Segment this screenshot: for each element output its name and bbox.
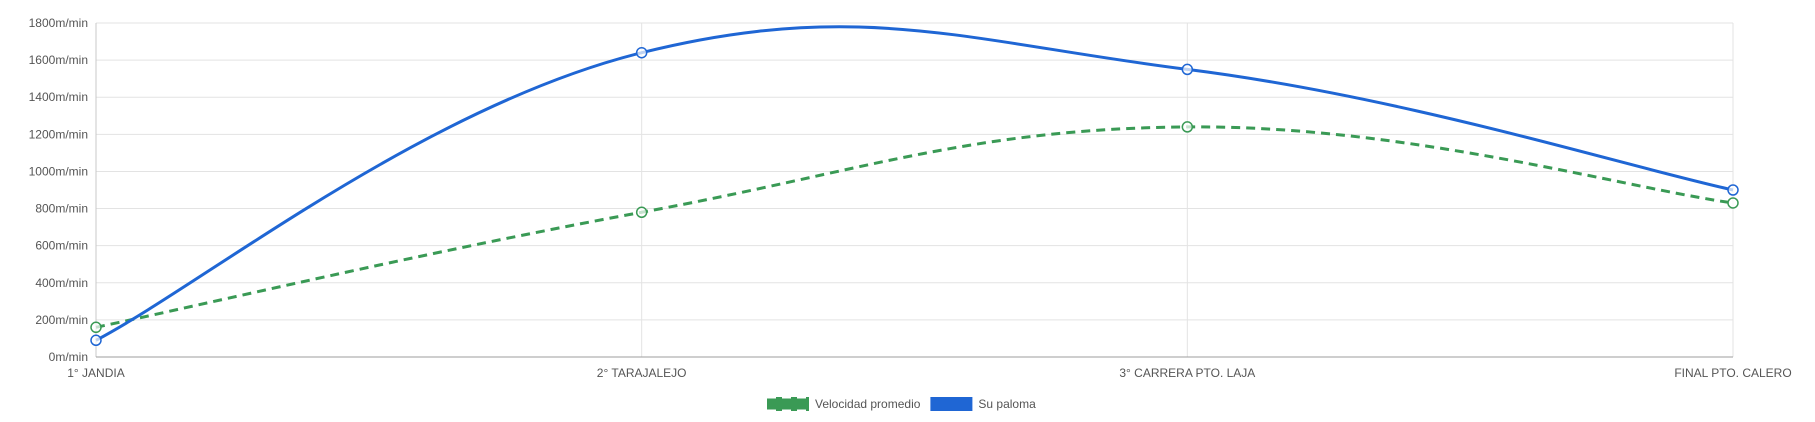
y-tick-label: 400m/min (35, 276, 88, 290)
y-tick-label: 0m/min (49, 350, 88, 364)
series-line-su-paloma (95, 25, 1734, 342)
x-tick-label: 2° TARAJALEJO (597, 366, 687, 380)
legend-label-su-paloma: Su paloma (978, 397, 1036, 411)
data-point-velocidad-promedio (1181, 121, 1194, 133)
x-tick-label: 1° JANDIA (67, 366, 124, 380)
y-tick-label: 600m/min (35, 239, 88, 253)
legend-swatch-su-paloma (930, 397, 973, 411)
y-tick-label: 200m/min (35, 313, 88, 327)
y-tick-label: 800m/min (35, 202, 88, 216)
data-point-su-paloma (90, 334, 102, 347)
legend-label-velocidad-promedio: Velocidad promedio (815, 397, 921, 411)
y-tick-label: 1600m/min (29, 53, 88, 67)
data-point-su-paloma (635, 46, 648, 59)
legend-swatch-velocidad-promedio (767, 397, 809, 411)
y-tick-label: 1800m/min (29, 16, 88, 30)
y-tick-label: 1000m/min (29, 164, 88, 178)
data-point-su-paloma (1181, 63, 1194, 76)
data-point-su-paloma (1727, 184, 1739, 196)
y-tick-label: 1400m/min (29, 90, 88, 104)
x-tick-label: 3° CARRERA PTO. LAJA (1119, 366, 1255, 380)
data-point-velocidad-promedio (1727, 197, 1739, 209)
series-line-velocidad-promedio (95, 125, 1734, 329)
y-tick-label: 1200m/min (29, 127, 88, 141)
data-point-velocidad-promedio (635, 206, 648, 219)
data-point-velocidad-promedio (90, 321, 102, 334)
x-tick-label: FINAL PTO. CALERO (1674, 366, 1791, 380)
